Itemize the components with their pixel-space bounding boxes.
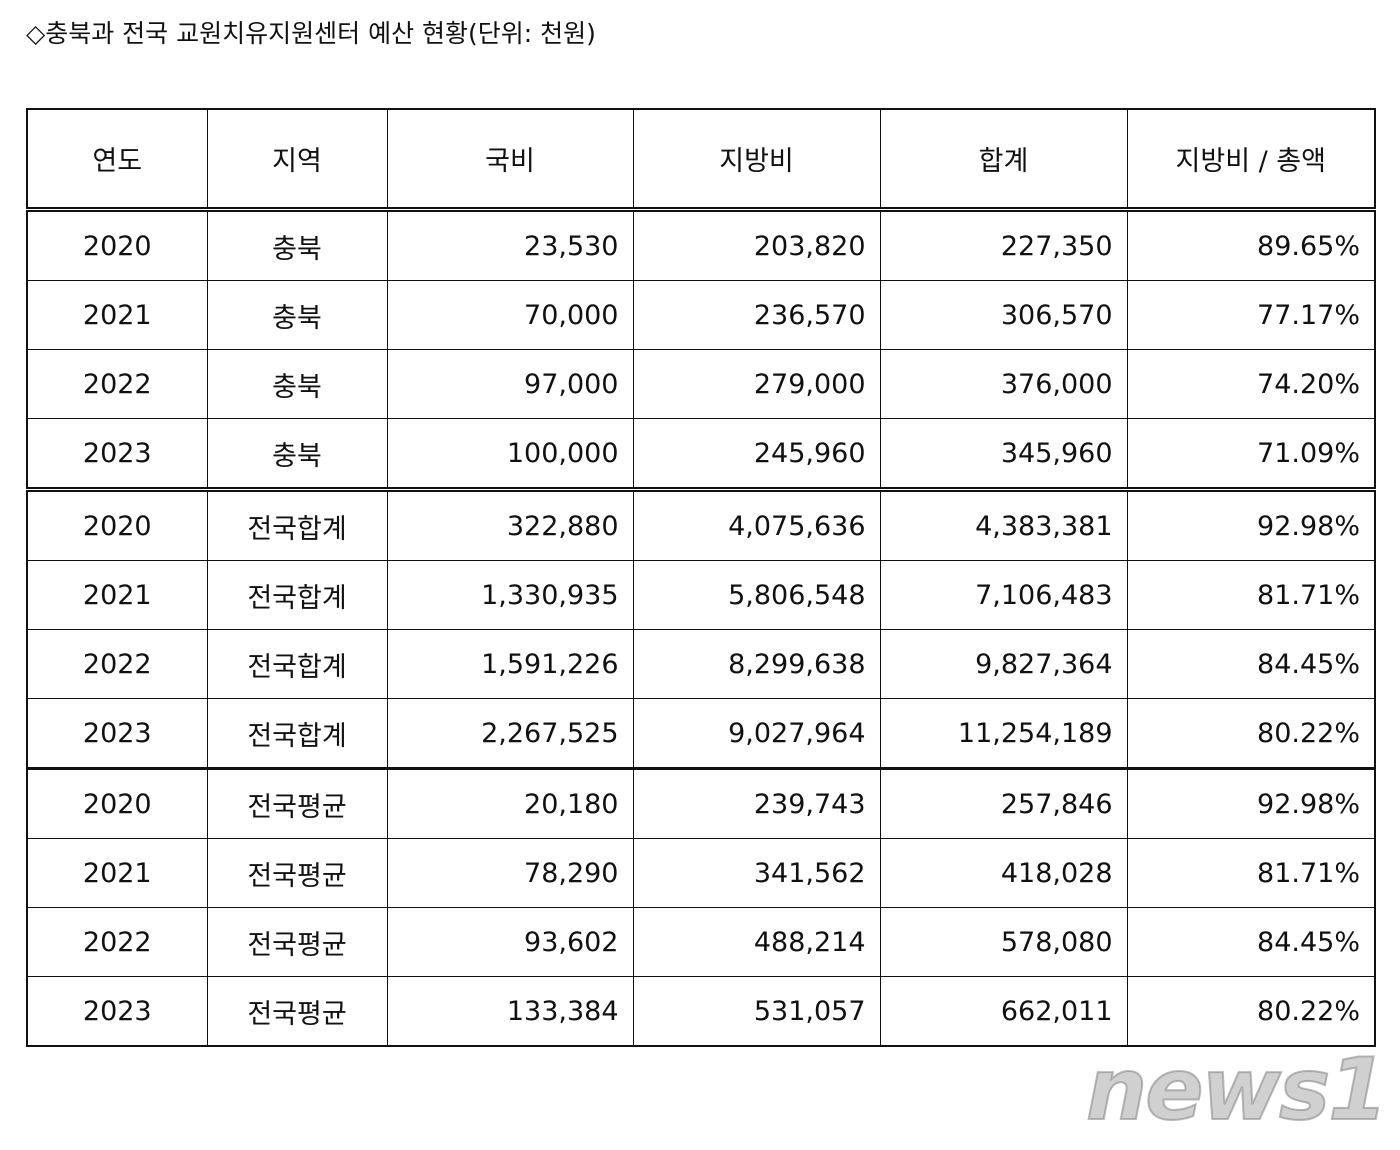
table-cell: 2022 [26,629,208,699]
table-cell: 418,028 [879,838,1128,908]
watermark: news1 [1085,1039,1389,1141]
table-cell: 2022 [26,907,208,977]
table-cell: 4,075,636 [632,489,881,561]
table-cell: 84.45% [1126,907,1376,977]
table-row: 2021 충북 70,000 236,570 306,570 77.17% [26,280,1376,350]
table-row: 2020 전국합계 322,880 4,075,636 4,383,381 92.98% [26,489,1376,561]
table-cell: 2022 [26,349,208,419]
table-cell: 전국평균 [206,976,388,1047]
table-cell: 341,562 [632,838,881,908]
table-cell: 70,000 [386,280,634,350]
table-cell: 92.98% [1126,489,1376,561]
table-row: 2023 충북 100,000 245,960 345,960 71.09% [26,418,1376,492]
table-cell: 80.22% [1126,698,1376,770]
header-cell: 지방비 [632,108,881,212]
table-cell: 4,383,381 [879,489,1128,561]
table-row: 2022 전국합계 1,591,226 8,299,638 9,827,364 84.45… [26,629,1376,699]
table-cell: 1,330,935 [386,560,634,630]
table-cell: 531,057 [632,976,881,1047]
table-cell: 376,000 [879,349,1128,419]
header-cell: 지역 [206,108,388,212]
table-cell: 345,960 [879,418,1128,492]
table-cell: 전국합계 [206,560,388,630]
table-cell: 9,827,364 [879,629,1128,699]
table-cell: 239,743 [632,768,881,839]
table-cell: 93,602 [386,907,634,977]
table-cell: 23,530 [386,209,634,281]
table-cell: 97,000 [386,349,634,419]
table-cell: 충북 [206,209,388,281]
table-cell: 충북 [206,280,388,350]
table-cell: 2023 [26,976,208,1047]
table-cell: 전국합계 [206,698,388,770]
header-row: 연도 지역 국비 지방비 합계 지방비 / 총액 [26,108,1376,212]
table-cell: 245,960 [632,418,881,492]
table-cell: 133,384 [386,976,634,1047]
table-cell: 2020 [26,209,208,281]
table-cell: 81.71% [1126,838,1376,908]
table-cell: 322,880 [386,489,634,561]
table-body: 2020 충북 23,530 203,820 227,350 89.65% 2021 충북 70… [26,209,1376,1047]
table-cell: 5,806,548 [632,560,881,630]
table-cell: 8,299,638 [632,629,881,699]
table-cell: 2021 [26,280,208,350]
table-cell: 20,180 [386,768,634,839]
table-row: 2022 전국평균 93,602 488,214 578,080 84.45% [26,907,1376,977]
table-cell: 전국합계 [206,629,388,699]
table-row: 2022 충북 97,000 279,000 376,000 74.20% [26,349,1376,419]
budget-table: 연도 지역 국비 지방비 합계 지방비 / 총액 2020 충북 23,530 203,820 2… [26,108,1376,1047]
table-row: 2021 전국평균 78,290 341,562 418,028 81.71% [26,838,1376,908]
table-cell: 80.22% [1126,976,1376,1047]
table-row: 2023 전국평균 133,384 531,057 662,011 80.22% [26,976,1376,1047]
table-cell: 100,000 [386,418,634,492]
table-cell: 2021 [26,560,208,630]
table-cell: 2,267,525 [386,698,634,770]
table-cell: 578,080 [879,907,1128,977]
header-cell: 합계 [879,108,1128,212]
table-cell: 279,000 [632,349,881,419]
table-row: 2020 충북 23,530 203,820 227,350 89.65% [26,209,1376,281]
table-cell: 전국평균 [206,907,388,977]
table-cell: 2023 [26,698,208,770]
table-cell: 7,106,483 [879,560,1128,630]
table-cell: 89.65% [1126,209,1376,281]
table-cell: 전국평균 [206,768,388,839]
table-cell: 9,027,964 [632,698,881,770]
table-cell: 충북 [206,418,388,492]
table-cell: 84.45% [1126,629,1376,699]
table-cell: 2020 [26,489,208,561]
table-cell: 78,290 [386,838,634,908]
table-row: 2020 전국평균 20,180 239,743 257,846 92.98% [26,768,1376,839]
table-row: 2023 전국합계 2,267,525 9,027,964 11,254,189 80.2… [26,698,1376,770]
header-cell: 연도 [26,108,208,212]
table-cell: 92.98% [1126,768,1376,839]
table-row: 2021 전국합계 1,330,935 5,806,548 7,106,483 81.71… [26,560,1376,630]
table-cell: 11,254,189 [879,698,1128,770]
title: ◇충북과 전국 교원치유지원센터 예산 현황(단위: 천원) [26,19,596,48]
table-cell: 306,570 [879,280,1128,350]
table-cell: 충북 [206,349,388,419]
table-cell: 71.09% [1126,418,1376,492]
table-cell: 2023 [26,418,208,492]
header-cell: 국비 [386,108,634,212]
table-cell: 77.17% [1126,280,1376,350]
table-cell: 2021 [26,838,208,908]
table-cell: 488,214 [632,907,881,977]
table-cell: 257,846 [879,768,1128,839]
table-cell: 662,011 [879,976,1128,1047]
table-cell: 203,820 [632,209,881,281]
table-cell: 74.20% [1126,349,1376,419]
table-cell: 1,591,226 [386,629,634,699]
table-cell: 81.71% [1126,560,1376,630]
table-cell: 전국평균 [206,838,388,908]
table-cell: 전국합계 [206,489,388,561]
table-cell: 236,570 [632,280,881,350]
header-cell: 지방비 / 총액 [1126,108,1376,212]
table-cell: 227,350 [879,209,1128,281]
table-cell: 2020 [26,768,208,839]
